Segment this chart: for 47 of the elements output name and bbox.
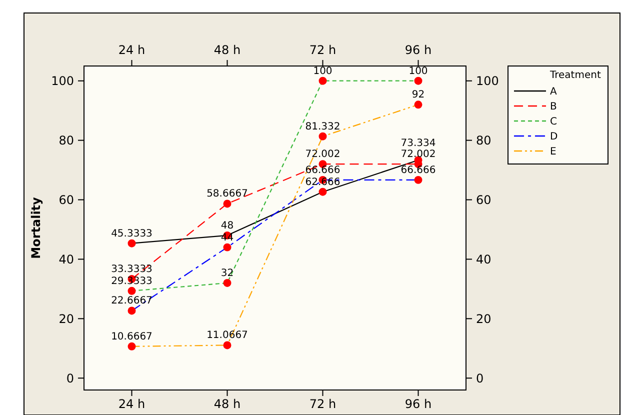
- y-tick-label: 60: [58, 192, 74, 207]
- data-label: 72.002: [400, 149, 436, 160]
- data-label: 66.666: [400, 164, 436, 176]
- legend-label: A: [550, 86, 557, 98]
- y2-tick-label: 80: [476, 134, 492, 148]
- y-tick-label: 80: [58, 134, 74, 148]
- data-label: 73.334: [400, 138, 436, 150]
- data-label: 66.666: [305, 164, 340, 176]
- legend-label: B: [550, 102, 557, 112]
- data-label: 100: [313, 66, 332, 77]
- y2-tick-label: 20: [476, 312, 492, 326]
- y-axis-title: Mortality: [29, 196, 43, 259]
- data-label: 81.332: [305, 121, 340, 132]
- x-tick-label: 48 h: [214, 397, 241, 411]
- y-tick-label: 20: [58, 312, 74, 326]
- y-tick-label: 100: [51, 74, 74, 88]
- data-label: 33.3333: [111, 264, 152, 276]
- data-label: 10.6667: [111, 331, 152, 342]
- data-label: 92: [412, 90, 425, 101]
- y2-tick-label: 60: [476, 192, 492, 207]
- category-label: 72 h: [309, 43, 336, 57]
- category-label: 96 h: [404, 43, 432, 57]
- data-label: 72.002: [305, 149, 340, 160]
- data-label: 11.0667: [206, 330, 248, 342]
- legend-title: Treatment: [549, 70, 601, 81]
- y2-tick-label: 0: [476, 371, 484, 386]
- data-label: 48: [220, 220, 234, 232]
- data-label: 100: [408, 66, 428, 77]
- data-label: 29.3333: [111, 276, 152, 287]
- data-label: 22.6667: [111, 296, 152, 307]
- legend-label: D: [550, 132, 558, 142]
- category-label: 48 h: [214, 43, 241, 57]
- y2-tick-label: 100: [476, 74, 499, 88]
- data-label: 58.6667: [206, 188, 248, 200]
- data-label: 62.666: [305, 176, 340, 188]
- x-tick-label: 96 h: [404, 397, 432, 411]
- x-tick-label: 24 h: [118, 397, 146, 411]
- y2-tick-label: 40: [476, 252, 492, 266]
- y-tick-label: 0: [66, 371, 74, 386]
- x-tick-label: 72 h: [309, 397, 336, 411]
- category-label: 24 h: [118, 43, 146, 57]
- data-label: 32: [220, 268, 234, 279]
- legend-label: C: [550, 116, 557, 128]
- data-label: 45.3333: [111, 228, 152, 240]
- point: [223, 200, 232, 208]
- legend-label: E: [550, 146, 556, 158]
- y-tick-label: 40: [58, 252, 74, 266]
